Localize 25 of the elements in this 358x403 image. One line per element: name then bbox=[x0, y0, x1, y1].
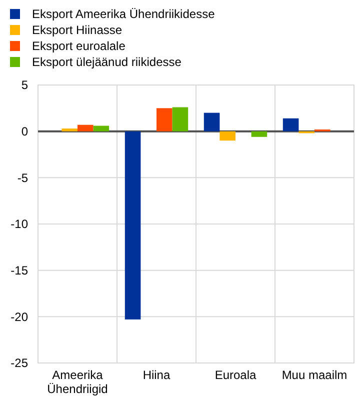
bar bbox=[220, 131, 236, 141]
bar bbox=[156, 108, 172, 132]
bar bbox=[62, 128, 78, 132]
legend-label: Eksport Ameerika Ühendriikidesse bbox=[32, 7, 216, 21]
legend-label: Eksport euroalale bbox=[32, 39, 126, 53]
y-tick-label: -10 bbox=[10, 217, 28, 232]
bar bbox=[124, 131, 141, 320]
bar bbox=[204, 112, 220, 132]
y-tick-label: 5 bbox=[21, 78, 28, 92]
legend-label: Eksport Hiinasse bbox=[32, 23, 122, 37]
y-tick-label: -20 bbox=[10, 310, 28, 324]
bar bbox=[282, 118, 299, 132]
y-tick-label: 0 bbox=[21, 124, 28, 139]
bar bbox=[93, 126, 110, 132]
x-tick-label: Hiina bbox=[142, 368, 170, 382]
y-tick-label: -15 bbox=[10, 264, 28, 278]
y-tick-label: -25 bbox=[10, 356, 28, 370]
bar bbox=[251, 131, 268, 137]
x-tick-label: Euroala bbox=[214, 368, 256, 382]
y-tick-label: -5 bbox=[17, 170, 28, 185]
bar bbox=[172, 107, 188, 132]
x-tick-label: Ameerika Ühendriigid bbox=[47, 368, 108, 396]
x-tick-label: Muu maailm bbox=[282, 368, 348, 382]
bar bbox=[78, 124, 94, 132]
legend-label: Eksport ülejäänud riikidesse bbox=[32, 55, 182, 69]
